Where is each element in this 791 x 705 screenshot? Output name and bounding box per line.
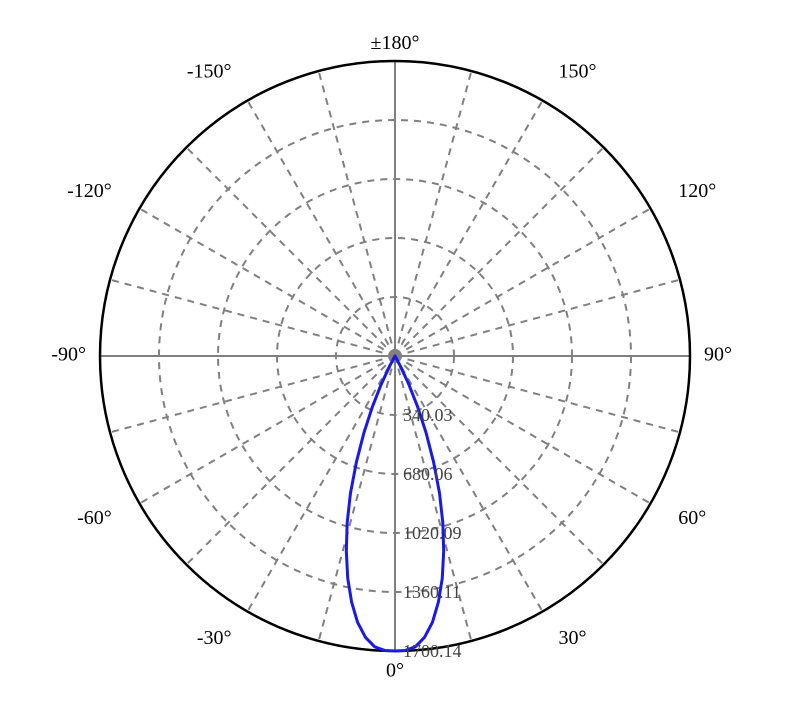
angle-label: -120°: [67, 180, 112, 202]
polar-svg: 340.03 680.06 1020.09 1360.11 1700.140° 30° 60…: [0, 0, 791, 705]
angle-label: 0°: [386, 660, 404, 682]
angle-label: -90°: [51, 344, 86, 366]
angle-label: 60°: [678, 507, 706, 529]
radial-label: 680.06: [403, 464, 453, 484]
polar-chart: 340.03 680.06 1020.09 1360.11 1700.140° 30° 60…: [0, 0, 791, 705]
angle-label: 120°: [678, 180, 716, 202]
radial-label: 1700.14: [403, 641, 462, 661]
angle-label: ±180°: [371, 32, 420, 54]
radial-label: 1360.11: [403, 582, 461, 602]
angle-label: -150°: [187, 60, 232, 82]
radial-label: 340.03: [403, 405, 453, 425]
angle-label: 30°: [559, 627, 587, 649]
angle-label: 150°: [559, 60, 597, 82]
angle-label: 90°: [704, 344, 732, 366]
angle-label: -60°: [77, 507, 112, 529]
radial-label: 1020.09: [403, 523, 462, 543]
angle-label: -30°: [197, 627, 232, 649]
